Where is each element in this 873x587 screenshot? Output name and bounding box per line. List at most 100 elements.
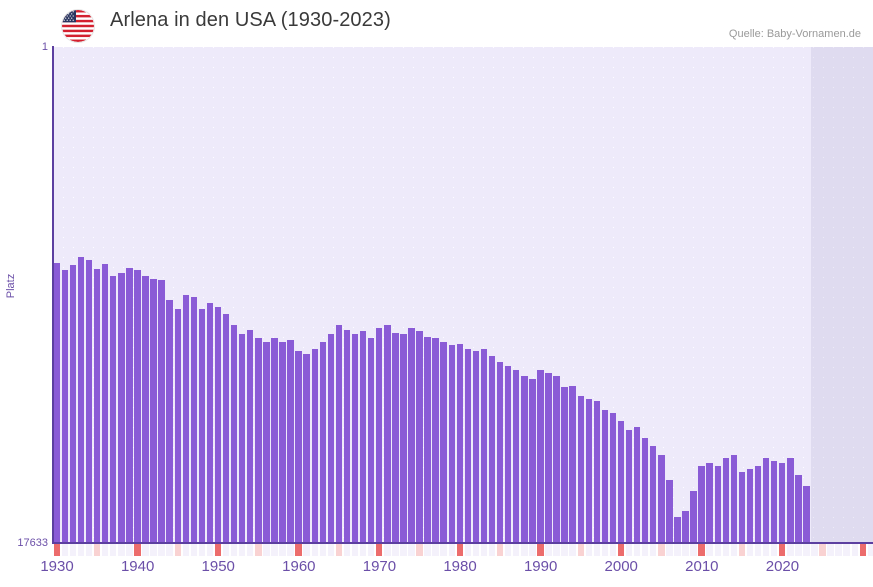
x-tick-marker <box>738 544 746 556</box>
x-tick-marker <box>674 544 681 556</box>
bar <box>561 387 568 543</box>
bar <box>504 366 512 543</box>
bar <box>69 265 77 543</box>
x-tick-marker <box>158 544 165 556</box>
bar <box>343 329 351 543</box>
bar <box>166 300 173 543</box>
bar <box>319 342 327 543</box>
x-tick-marker <box>214 544 222 556</box>
x-tick-marker <box>650 544 657 556</box>
bar <box>480 349 488 543</box>
x-tick-marker <box>819 544 826 556</box>
x-tick-marker <box>472 544 480 556</box>
x-tick-marker <box>835 544 842 556</box>
x-tick-marker <box>714 544 721 556</box>
x-tick-marker <box>69 544 77 556</box>
x-tick-marker <box>327 544 335 556</box>
x-tick-marker <box>166 544 173 556</box>
bar <box>770 460 778 543</box>
x-tick-marker <box>545 544 552 556</box>
x-tick-marker <box>730 544 738 556</box>
x-axis-tick-label: 2020 <box>765 558 800 575</box>
x-tick-marker <box>448 544 455 556</box>
x-tick-marker <box>770 544 778 556</box>
x-tick-marker <box>432 544 439 556</box>
bar <box>271 338 278 543</box>
x-tick-marker <box>367 544 375 556</box>
bar <box>448 345 455 543</box>
bar <box>351 333 359 543</box>
x-axis-tick-label: 1950 <box>201 558 235 575</box>
bar <box>682 511 689 543</box>
bar <box>440 342 447 543</box>
bar <box>400 333 407 543</box>
x-tick-marker <box>762 544 770 556</box>
x-tick-marker <box>311 544 318 556</box>
bar <box>553 376 560 543</box>
x-tick-marker <box>577 544 584 556</box>
x-tick-marker <box>811 544 818 556</box>
bar <box>327 333 335 543</box>
bar <box>376 328 383 543</box>
y-axis-min-label: 17633 <box>17 537 48 549</box>
x-tick-marker <box>633 544 641 556</box>
bar <box>609 412 617 543</box>
x-tick-marker <box>795 544 802 556</box>
bar <box>432 338 439 543</box>
bar <box>150 279 157 543</box>
x-axis-tick-label: 2000 <box>604 558 638 575</box>
bar <box>174 308 181 543</box>
bar <box>335 325 343 543</box>
bar <box>625 429 633 543</box>
x-tick-marker <box>53 544 61 556</box>
bar <box>311 349 318 543</box>
source-attribution: Quelle: Baby-Vornamen.de <box>728 28 861 40</box>
bar <box>658 454 665 543</box>
bar <box>714 466 721 543</box>
bar <box>158 280 165 543</box>
x-tick-marker <box>61 544 69 556</box>
x-tick-marker <box>641 544 649 556</box>
x-tick-marker <box>150 544 157 556</box>
x-tick-marker <box>287 544 294 556</box>
x-tick-marker <box>230 544 238 556</box>
x-tick-marker <box>698 544 705 556</box>
x-tick-marker <box>521 544 528 556</box>
bar <box>61 270 69 543</box>
x-tick-marker <box>279 544 286 556</box>
x-tick-marker <box>222 544 230 556</box>
x-tick-marker <box>690 544 697 556</box>
x-tick-marker <box>359 544 367 556</box>
bar <box>182 295 189 543</box>
x-tick-marker <box>593 544 601 556</box>
x-tick-marker <box>319 544 327 556</box>
bar <box>110 275 117 543</box>
x-tick-marker <box>787 544 794 556</box>
bar <box>650 446 657 543</box>
bar <box>134 270 141 543</box>
bar <box>787 457 794 543</box>
x-axis-tick-label: 1990 <box>523 558 558 575</box>
bar <box>545 373 552 543</box>
x-tick-marker <box>142 544 149 556</box>
x-tick-marker <box>682 544 689 556</box>
x-tick-marker <box>126 544 133 556</box>
x-axis-tick-label: 2010 <box>685 558 719 575</box>
x-tick-marker <box>93 544 101 556</box>
x-tick-marker <box>496 544 504 556</box>
x-tick-marker <box>238 544 246 556</box>
bar <box>690 491 697 543</box>
bar <box>295 350 302 543</box>
bar <box>359 331 367 543</box>
x-tick-marker <box>295 544 302 556</box>
x-axis-tick-label: 1970 <box>362 558 397 575</box>
bar <box>190 297 198 543</box>
bar <box>214 306 222 543</box>
x-tick-marker <box>569 544 576 556</box>
bar <box>513 370 520 543</box>
x-tick-marker <box>408 544 415 556</box>
bar <box>85 259 93 543</box>
bar <box>238 333 246 543</box>
x-tick-marker <box>424 544 431 556</box>
y-axis-max-label: 1 <box>41 41 48 53</box>
